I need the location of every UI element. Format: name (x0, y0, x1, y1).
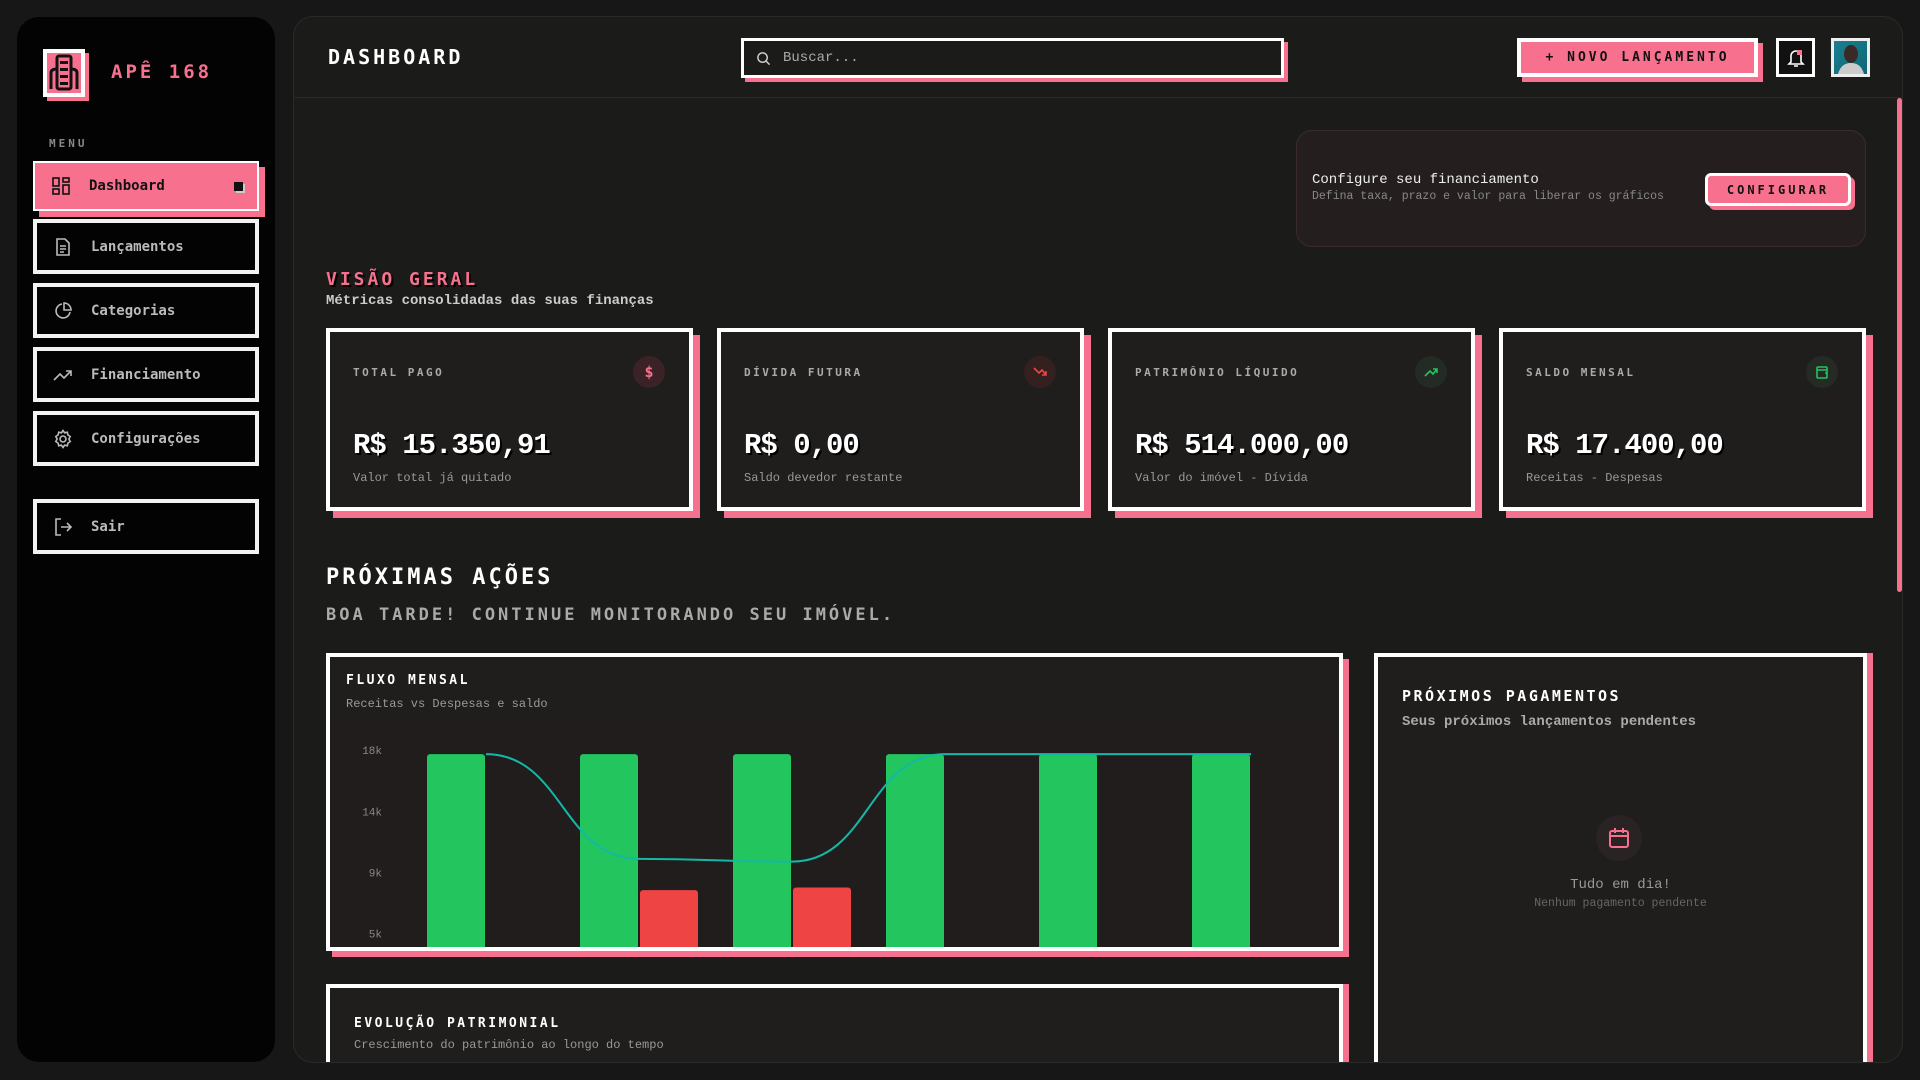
user-avatar[interactable] (1831, 38, 1870, 77)
sidebar-item-label: Dashboard (89, 178, 165, 194)
metric-card: PATRIMÔNIO LÍQUIDO R$ 514.000,00 Valor d… (1108, 328, 1475, 511)
trending-up-icon (1415, 356, 1447, 388)
brand-name: APÊ 168 (111, 61, 213, 83)
payments-title: PRÓXIMOS PAGAMENTOS (1402, 687, 1622, 705)
metric-card: DÍVIDA FUTURA R$ 0,00 Saldo devedor rest… (717, 328, 1084, 511)
sidebar-item-label: Configurações (91, 430, 201, 447)
expense-bar (640, 890, 698, 947)
y-tick-label: 14k (362, 807, 382, 819)
metric-label: PATRIMÔNIO LÍQUIDO (1135, 366, 1300, 379)
metric-caption: Valor do imóvel - Dívida (1135, 471, 1308, 485)
sidebar-item-lancamentos[interactable]: Lançamentos (33, 219, 259, 274)
dashboard-grid-icon (52, 177, 70, 195)
metric-label: TOTAL PAGO (353, 366, 445, 379)
financing-config-banner: Configure seu financiamento Defina taxa,… (1296, 130, 1866, 247)
scrollbar-thumb[interactable] (1897, 98, 1902, 592)
logout-label: Sair (91, 518, 125, 535)
sidebar-item-label: Categorias (91, 302, 176, 319)
empty-subtitle: Nenhum pagamento pendente (1534, 897, 1707, 910)
trending-up-icon (53, 369, 72, 381)
search-icon (757, 51, 771, 65)
cashflow-chart: 18k 14k 9k 5k (330, 721, 1339, 947)
income-bar (1192, 754, 1250, 947)
evolution-title: EVOLUÇÃO PATRIMONIAL (354, 1016, 561, 1031)
gear-icon (54, 428, 72, 449)
building-logo-icon (43, 49, 85, 97)
metric-label: DÍVIDA FUTURA (744, 366, 863, 379)
y-tick-label: 9k (369, 868, 383, 880)
sidebar-item-label: Financiamento (91, 366, 201, 383)
active-indicator (234, 181, 243, 191)
main-panel: DASHBOARD + NOVO LANÇAMENTO Configure se… (293, 16, 1903, 1063)
chart-subtitle: Receitas vs Despesas e saldo (346, 697, 548, 711)
upcoming-payments-card: PRÓXIMOS PAGAMENTOS Seus próximos lançam… (1374, 653, 1867, 1062)
income-bar (1039, 754, 1097, 947)
payments-subtitle: Seus próximos lançamentos pendentes (1402, 714, 1697, 730)
income-bar (733, 754, 791, 947)
metric-value: R$ 17.400,00 (1526, 429, 1724, 462)
chart-title: FLUXO MENSAL (346, 673, 470, 688)
menu-label: MENU (49, 137, 88, 150)
sidebar-item-categorias[interactable]: Categorias (33, 283, 259, 338)
pie-chart-icon (55, 301, 72, 319)
sidebar-item-label: Lançamentos (91, 238, 184, 255)
actions-title: PRÓXIMAS AÇÕES (326, 565, 554, 590)
overview-subtitle: Métricas consolidadas das suas finanças (326, 293, 654, 309)
income-bar (886, 754, 944, 947)
y-tick-label: 18k (362, 746, 382, 758)
sidebar-item-configuracoes[interactable]: Configurações (33, 411, 259, 466)
wallet-icon (1806, 356, 1838, 388)
trending-down-icon (1024, 356, 1056, 388)
banner-title: Configure seu financiamento (1312, 172, 1539, 188)
bell-icon (1786, 49, 1805, 67)
cashflow-chart-card: FLUXO MENSAL Receitas vs Despesas e sald… (326, 653, 1343, 951)
banner-subtitle: Defina taxa, prazo e valor para liberar … (1312, 190, 1664, 203)
metric-value: R$ 0,00 (744, 429, 860, 462)
sidebar-item-dashboard[interactable]: Dashboard (33, 161, 259, 211)
search-box[interactable] (741, 38, 1284, 78)
metric-label: SALDO MENSAL (1526, 366, 1636, 379)
file-text-icon (56, 237, 70, 256)
page-title: DASHBOARD (328, 45, 464, 69)
search-input[interactable] (783, 50, 1263, 66)
sidebar-item-financiamento[interactable]: Financiamento (33, 347, 259, 402)
balance-line (485, 753, 1251, 863)
avatar-photo-icon (1838, 45, 1864, 74)
metric-value: R$ 15.350,91 (353, 429, 551, 462)
sidebar: APÊ 168 MENU Dashboard Lançamentos Categ… (17, 17, 275, 1062)
empty-title: Tudo em dia! (1570, 877, 1671, 893)
expense-bar (793, 887, 851, 947)
wealth-evolution-card: EVOLUÇÃO PATRIMONIAL Crescimento do patr… (326, 984, 1343, 1062)
metric-card: TOTAL PAGO $ R$ 15.350,91 Valor total já… (326, 328, 693, 511)
income-bar (580, 754, 638, 947)
metric-caption: Receitas - Despesas (1526, 471, 1663, 485)
calendar-icon (1596, 815, 1642, 861)
metric-value: R$ 514.000,00 (1135, 429, 1349, 462)
y-tick-label: 5k (369, 930, 383, 942)
actions-subtitle: BOA TARDE! CONTINUE MONITORANDO SEU IMÓV… (326, 605, 896, 625)
metric-caption: Saldo devedor restante (744, 471, 903, 485)
notifications-button[interactable] (1776, 38, 1815, 77)
dollar-icon: $ (633, 356, 665, 388)
income-bar (427, 754, 485, 947)
configure-button[interactable]: CONFIGURAR (1705, 173, 1851, 206)
evolution-subtitle: Crescimento do patrimônio ao longo do te… (354, 1038, 664, 1052)
header-divider (294, 97, 1902, 98)
metric-card: SALDO MENSAL R$ 17.400,00 Receitas - Des… (1499, 328, 1866, 511)
new-entry-button[interactable]: + NOVO LANÇAMENTO (1517, 38, 1758, 77)
overview-title: VISÃO GERAL (326, 269, 479, 290)
metric-caption: Valor total já quitado (353, 471, 512, 485)
logout-icon (55, 517, 73, 536)
logout-button[interactable]: Sair (33, 499, 259, 554)
